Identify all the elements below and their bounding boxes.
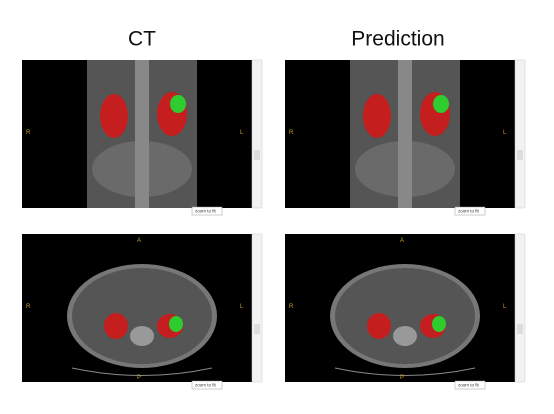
scroll-thumb — [254, 324, 260, 334]
orientation-label: R — [26, 130, 31, 136]
orientation-label: R — [26, 304, 31, 310]
spine — [398, 60, 412, 208]
orientation-label: L — [240, 304, 244, 310]
zoom-button[interactable] — [454, 380, 486, 390]
zoom-button-label: zoom to fit — [458, 209, 480, 214]
scrollbar — [251, 233, 263, 383]
orientation-label: P — [137, 375, 141, 381]
body — [72, 268, 212, 364]
orientation-label: A — [137, 238, 141, 244]
orientation-label: R — [289, 304, 294, 310]
orientation-label: R — [289, 130, 294, 136]
spine — [135, 60, 149, 208]
scrollbar — [514, 59, 526, 209]
tumor — [170, 95, 186, 113]
kidney — [367, 313, 391, 339]
scrollbar — [514, 233, 526, 383]
orientation-label: P — [400, 375, 404, 381]
tumor — [169, 316, 183, 332]
table — [71, 367, 213, 376]
orientation-label: L — [503, 304, 507, 310]
scroll-thumb — [517, 150, 523, 160]
zoom-button-label: zoom to fit — [458, 383, 480, 388]
tumor — [432, 316, 446, 332]
orientation-label: L — [240, 130, 244, 136]
scrollbar — [251, 59, 263, 209]
scroll-thumb — [254, 150, 260, 160]
kidney — [100, 94, 128, 138]
column-title: Prediction — [351, 28, 444, 51]
column-title: CT — [128, 28, 156, 51]
tumor — [433, 95, 449, 113]
zoom-button-label: zoom to fit — [195, 209, 217, 214]
orientation-label: A — [400, 238, 404, 244]
zoom-button[interactable] — [191, 380, 223, 390]
spine — [130, 326, 154, 346]
zoom-button[interactable] — [191, 206, 223, 216]
orientation-label: L — [503, 130, 507, 136]
kidney — [363, 94, 391, 138]
spine — [393, 326, 417, 346]
kidney — [104, 313, 128, 339]
table — [334, 367, 476, 376]
zoom-button[interactable] — [454, 206, 486, 216]
body — [335, 268, 475, 364]
zoom-button-label: zoom to fit — [195, 383, 217, 388]
scroll-thumb — [517, 324, 523, 334]
